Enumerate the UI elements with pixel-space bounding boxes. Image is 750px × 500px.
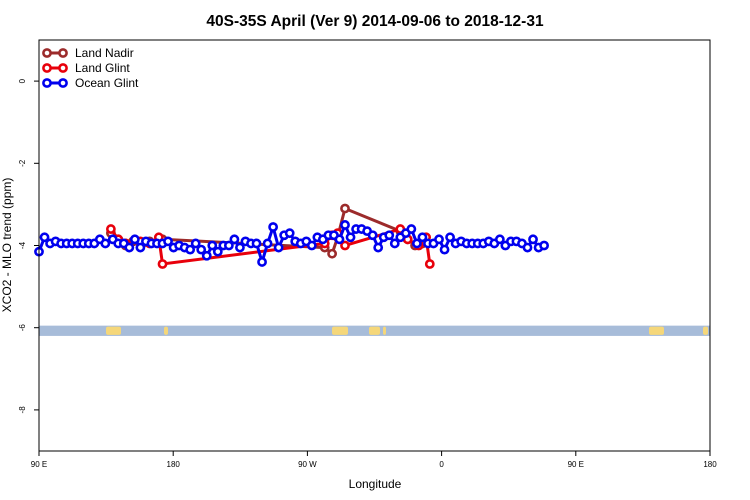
legend-marker (58, 48, 68, 58)
legend-marker (42, 63, 52, 73)
data-point (367, 230, 378, 241)
data-point (373, 242, 384, 253)
data-point (340, 240, 350, 251)
data-point (522, 242, 533, 253)
legend-item: Ocean Glint (42, 76, 139, 90)
data-point (284, 228, 295, 239)
y-tick-label: -2 (18, 159, 27, 167)
data-point (201, 250, 212, 261)
data-point (235, 242, 245, 253)
y-axis: 0 -2 -4 -6 -8 (18, 78, 39, 413)
data-point (439, 244, 450, 255)
data-point (196, 244, 207, 255)
land-patch (703, 326, 708, 335)
data-point (268, 222, 279, 232)
legend-label: Land Glint (75, 61, 130, 75)
data-point (229, 234, 240, 245)
data-point (262, 238, 273, 249)
data-point (424, 259, 435, 269)
land-patch (383, 326, 386, 335)
data-point (327, 248, 338, 259)
legend-item: Land Nadir (42, 46, 134, 60)
legend-marker (58, 78, 68, 88)
x-tick-label: 90 E (568, 460, 584, 469)
land-patch (369, 326, 380, 335)
data-point (212, 246, 223, 257)
x-tick-label: 180 (167, 460, 181, 469)
data-point (135, 242, 146, 253)
y-tick-label: 0 (18, 78, 27, 83)
data-point (251, 238, 262, 249)
chart-title: 40S-35S April (Ver 9) 2014-09-06 to 2018… (206, 13, 544, 30)
legend-item: Land Glint (42, 61, 130, 75)
y-tick-label: -6 (18, 324, 27, 332)
data-point (185, 244, 196, 255)
legend-marker (58, 63, 68, 73)
land-patch (332, 326, 348, 335)
x-tick-label: 180 (703, 460, 717, 469)
data-point (157, 259, 168, 269)
series-ocean-glint (34, 220, 549, 268)
data-point (257, 257, 267, 267)
legend-label: Ocean Glint (75, 76, 139, 90)
data-point (417, 232, 428, 243)
legend-label: Land Nadir (75, 46, 134, 60)
land-ocean-band (39, 325, 710, 336)
data-point (129, 234, 140, 245)
land-patch (164, 326, 168, 335)
data-point (445, 232, 455, 243)
data-point (340, 203, 350, 214)
land-patch (649, 326, 664, 335)
data-point (100, 238, 111, 249)
data-point (528, 234, 538, 245)
series-group (34, 203, 549, 269)
data-point (434, 234, 444, 245)
x-axis: 90 E 180 90 W 0 90 E 180 (31, 451, 717, 469)
data-point (539, 240, 549, 251)
data-point (223, 240, 234, 251)
data-point (207, 240, 218, 251)
x-tick-label: 90 E (31, 460, 47, 469)
x-tick-label: 90 W (298, 460, 317, 469)
data-point (345, 232, 356, 243)
y-tick-label: -8 (18, 406, 27, 414)
land-patch (106, 326, 121, 335)
data-point (494, 234, 505, 245)
data-point (384, 230, 395, 241)
data-point (406, 224, 417, 234)
data-point (39, 232, 50, 243)
data-point (105, 224, 116, 234)
data-point (124, 242, 135, 253)
y-tick-label: -4 (18, 241, 27, 249)
legend-marker (42, 48, 52, 58)
data-point (306, 240, 317, 251)
data-point (334, 234, 345, 245)
y-axis-label: XCO2 - MLO trend (ppm) (0, 178, 14, 313)
data-point (163, 236, 173, 247)
x-tick-label: 0 (439, 460, 444, 469)
data-point (411, 238, 422, 249)
x-axis-label: Longitude (349, 477, 402, 491)
data-point (340, 220, 350, 230)
data-point (273, 242, 284, 253)
data-point (389, 238, 400, 249)
data-point (190, 238, 201, 249)
legend-marker (42, 78, 52, 88)
